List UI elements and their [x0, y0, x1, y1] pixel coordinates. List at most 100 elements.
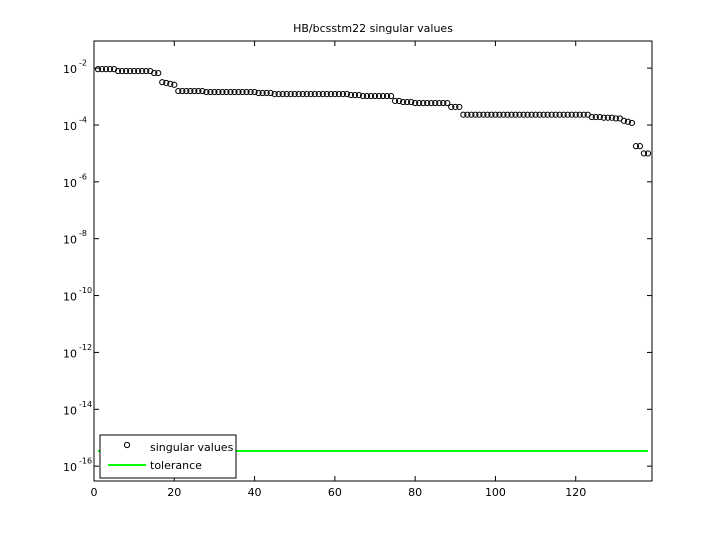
data-point [203, 88, 210, 96]
data-point [632, 143, 640, 150]
data-point [468, 111, 475, 118]
data-point [215, 88, 222, 96]
data-point [560, 111, 567, 118]
data-point [452, 103, 459, 111]
data-point [94, 66, 102, 73]
y-tick-label: 10 [63, 63, 77, 76]
data-point [476, 111, 483, 118]
y-tick-exponent: -14 [79, 400, 92, 409]
data-point [255, 89, 262, 97]
data-point [223, 88, 230, 96]
data-point [271, 91, 278, 98]
data-point [628, 119, 636, 127]
data-point [432, 99, 439, 107]
data-point [151, 69, 158, 77]
data-point [456, 103, 463, 111]
data-point [319, 91, 326, 98]
data-point [267, 89, 274, 97]
plot-area [93, 40, 653, 482]
data-point [163, 79, 170, 87]
data-point [420, 99, 427, 107]
x-tick-label: 20 [167, 486, 181, 499]
y-tick-exponent: -2 [79, 59, 87, 68]
data-point [315, 91, 322, 98]
data-point [371, 92, 379, 100]
data-point [98, 66, 106, 73]
data-point [311, 91, 318, 98]
y-tick-exponent: -16 [79, 457, 92, 466]
data-point [259, 89, 266, 97]
data-point [275, 91, 282, 98]
y-tick-base: 10 [63, 63, 77, 76]
data-point [367, 92, 375, 100]
data-point [379, 92, 387, 100]
data-point [544, 111, 551, 118]
data-point [383, 92, 391, 100]
legend-label: tolerance [150, 459, 202, 472]
data-point [291, 91, 298, 98]
data-point [604, 114, 611, 121]
y-tick-label: 10 [63, 234, 77, 247]
data-point [408, 98, 415, 106]
data-point [416, 99, 423, 107]
data-point [219, 88, 226, 96]
data-point [536, 111, 543, 118]
data-point [363, 92, 371, 100]
data-point [191, 87, 198, 95]
data-point [576, 111, 583, 118]
y-tick-base: 10 [63, 120, 77, 133]
data-point [504, 111, 511, 118]
data-point [448, 103, 455, 111]
x-tick-label: 120 [565, 486, 586, 499]
data-point [588, 113, 595, 121]
data-point [331, 91, 338, 98]
data-point [199, 87, 206, 95]
data-point [175, 87, 182, 95]
data-point [283, 91, 290, 98]
data-point [227, 88, 234, 96]
data-point [484, 111, 491, 118]
data-point [500, 111, 507, 118]
data-point [247, 88, 254, 96]
data-point [612, 115, 619, 122]
y-tick-base: 10 [63, 291, 77, 304]
data-point [355, 91, 363, 99]
data-point [343, 91, 351, 98]
data-point [412, 99, 419, 107]
data-point [243, 88, 250, 96]
data-point [540, 111, 547, 118]
data-point [211, 88, 218, 96]
data-point [400, 98, 407, 106]
y-tick-label: 10 [63, 347, 77, 360]
data-point [644, 150, 652, 157]
data-point [532, 111, 539, 118]
data-point [327, 91, 334, 98]
data-point [207, 88, 214, 96]
data-point [636, 143, 644, 150]
data-point [263, 89, 270, 97]
x-tick-label: 100 [485, 486, 506, 499]
y-tick-label: 10 [63, 177, 77, 190]
y-tick-exponent: -12 [79, 343, 92, 352]
y-tick-exponent: -8 [79, 229, 87, 238]
y-tick-base: 10 [63, 404, 77, 417]
y-tick-exponent: -10 [79, 286, 92, 295]
data-point [528, 111, 535, 118]
data-point [143, 67, 150, 75]
data-point [171, 81, 178, 88]
y-tick-label: 10 [63, 404, 77, 417]
y-tick-base: 10 [63, 234, 77, 247]
data-point [347, 91, 355, 99]
y-tick-base: 10 [63, 177, 77, 190]
data-point [568, 111, 575, 118]
data-point [444, 99, 451, 107]
data-point [424, 99, 431, 107]
data-point [440, 99, 447, 107]
data-point [460, 111, 467, 118]
legend-swatch [123, 441, 131, 449]
data-point [235, 88, 242, 96]
data-point [512, 111, 519, 118]
data-point [127, 67, 134, 75]
data-point [303, 91, 310, 98]
data-point [496, 111, 503, 118]
